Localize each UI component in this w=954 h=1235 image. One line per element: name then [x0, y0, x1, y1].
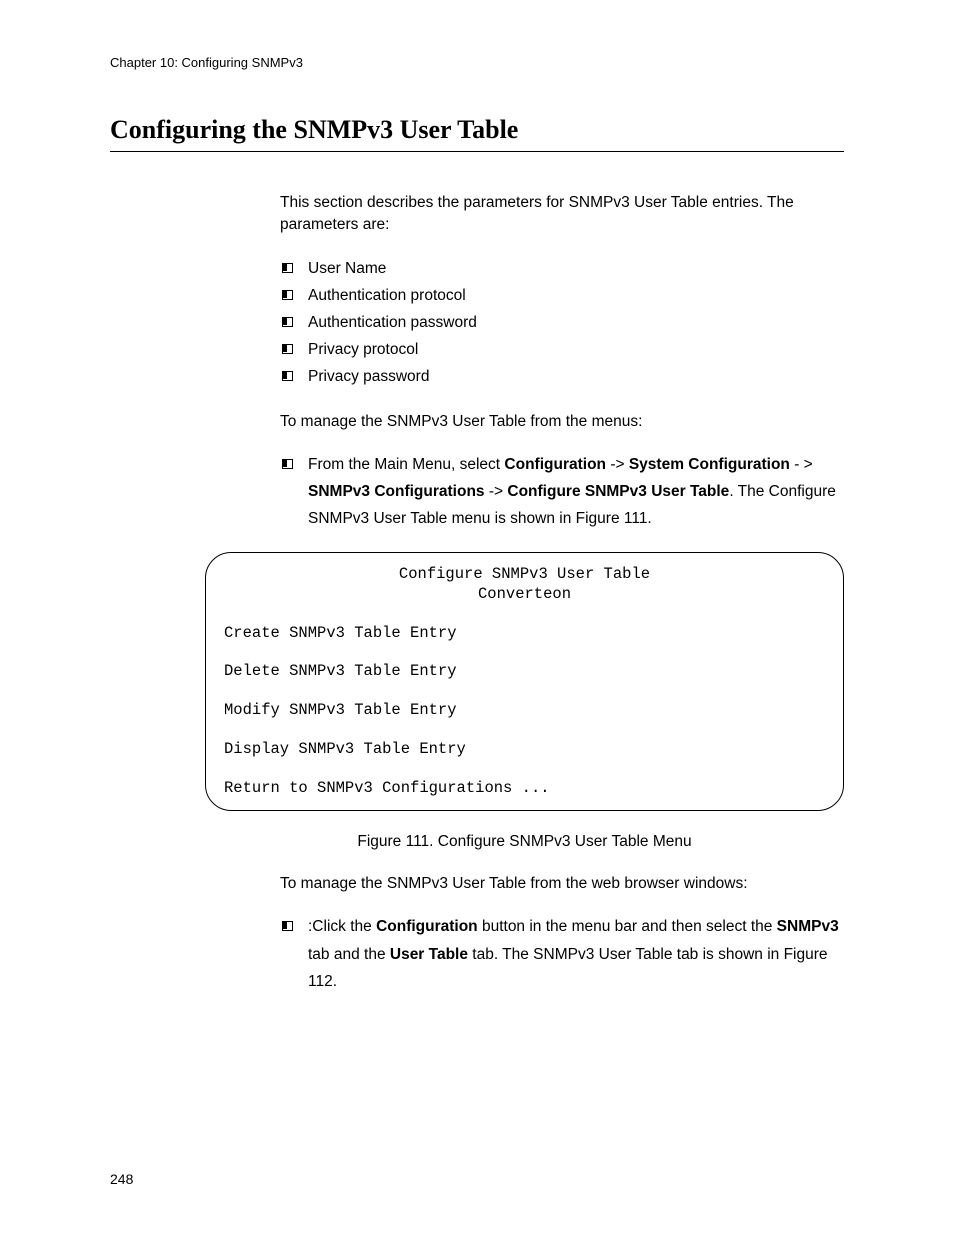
- menu-box-wrap: Configure SNMPv3 User TableConverteon Cr…: [205, 552, 844, 811]
- text: tab and the: [308, 946, 390, 963]
- list-item: :Click the Configuration button in the m…: [280, 913, 844, 994]
- list-item: Authentication password: [280, 309, 844, 336]
- menu-item: Create SNMPv3 Table Entry: [224, 624, 457, 642]
- content-block: This section describes the parameters fo…: [280, 192, 844, 532]
- menu-title: Configure SNMPv3 User Table: [224, 565, 825, 584]
- text: ->: [606, 456, 629, 473]
- bold-text: Configure SNMPv3 User Table: [507, 483, 729, 500]
- text: button in the menu bar and then select t…: [478, 918, 777, 935]
- web-step-list: :Click the Configuration button in the m…: [280, 913, 844, 994]
- nav-step-list: From the Main Menu, select Configuration…: [280, 451, 844, 532]
- bold-text: SNMPv3: [777, 918, 839, 935]
- menu-item: Modify SNMPv3 Table Entry: [224, 701, 457, 719]
- figure-caption: Figure 111. Configure SNMPv3 User Table …: [205, 833, 844, 851]
- chapter-header: Chapter 10: Configuring SNMPv3: [110, 55, 844, 70]
- content-block-2: To manage the SNMPv3 User Table from the…: [280, 873, 844, 995]
- menu-item: Delete SNMPv3 Table Entry: [224, 662, 457, 680]
- parameter-list: User Name Authentication protocol Authen…: [280, 255, 844, 391]
- bold-text: Configuration: [376, 918, 478, 935]
- text: - >: [790, 456, 813, 473]
- menu-item: Display SNMPv3 Table Entry: [224, 740, 466, 758]
- list-item: Privacy protocol: [280, 336, 844, 363]
- bold-text: User Table: [390, 946, 468, 963]
- list-item: Privacy password: [280, 363, 844, 390]
- page-title: Configuring the SNMPv3 User Table: [110, 115, 844, 152]
- list-item: Authentication protocol: [280, 282, 844, 309]
- manage-web-paragraph: To manage the SNMPv3 User Table from the…: [280, 873, 844, 895]
- nav-path-text: From the Main Menu, select Configuration…: [308, 456, 836, 527]
- manage-menus-paragraph: To manage the SNMPv3 User Table from the…: [280, 411, 844, 433]
- bold-text: System Configuration: [629, 456, 790, 473]
- list-item: User Name: [280, 255, 844, 282]
- bold-text: Configuration: [504, 456, 606, 473]
- page-container: Chapter 10: Configuring SNMPv3 Configuri…: [0, 0, 954, 995]
- bold-text: SNMPv3 Configurations: [308, 483, 485, 500]
- text: From the Main Menu, select: [308, 456, 504, 473]
- text: ->: [485, 483, 508, 500]
- intro-paragraph: This section describes the parameters fo…: [280, 192, 844, 237]
- list-item: From the Main Menu, select Configuration…: [280, 451, 844, 532]
- page-number: 248: [110, 1171, 133, 1187]
- menu-box: Configure SNMPv3 User TableConverteon Cr…: [205, 552, 844, 811]
- web-step-text: :Click the Configuration button in the m…: [308, 918, 839, 989]
- menu-item: Return to SNMPv3 Configurations ...: [224, 779, 550, 797]
- menu-subtitle: Converteon: [224, 585, 825, 604]
- text: :Click the: [308, 918, 376, 935]
